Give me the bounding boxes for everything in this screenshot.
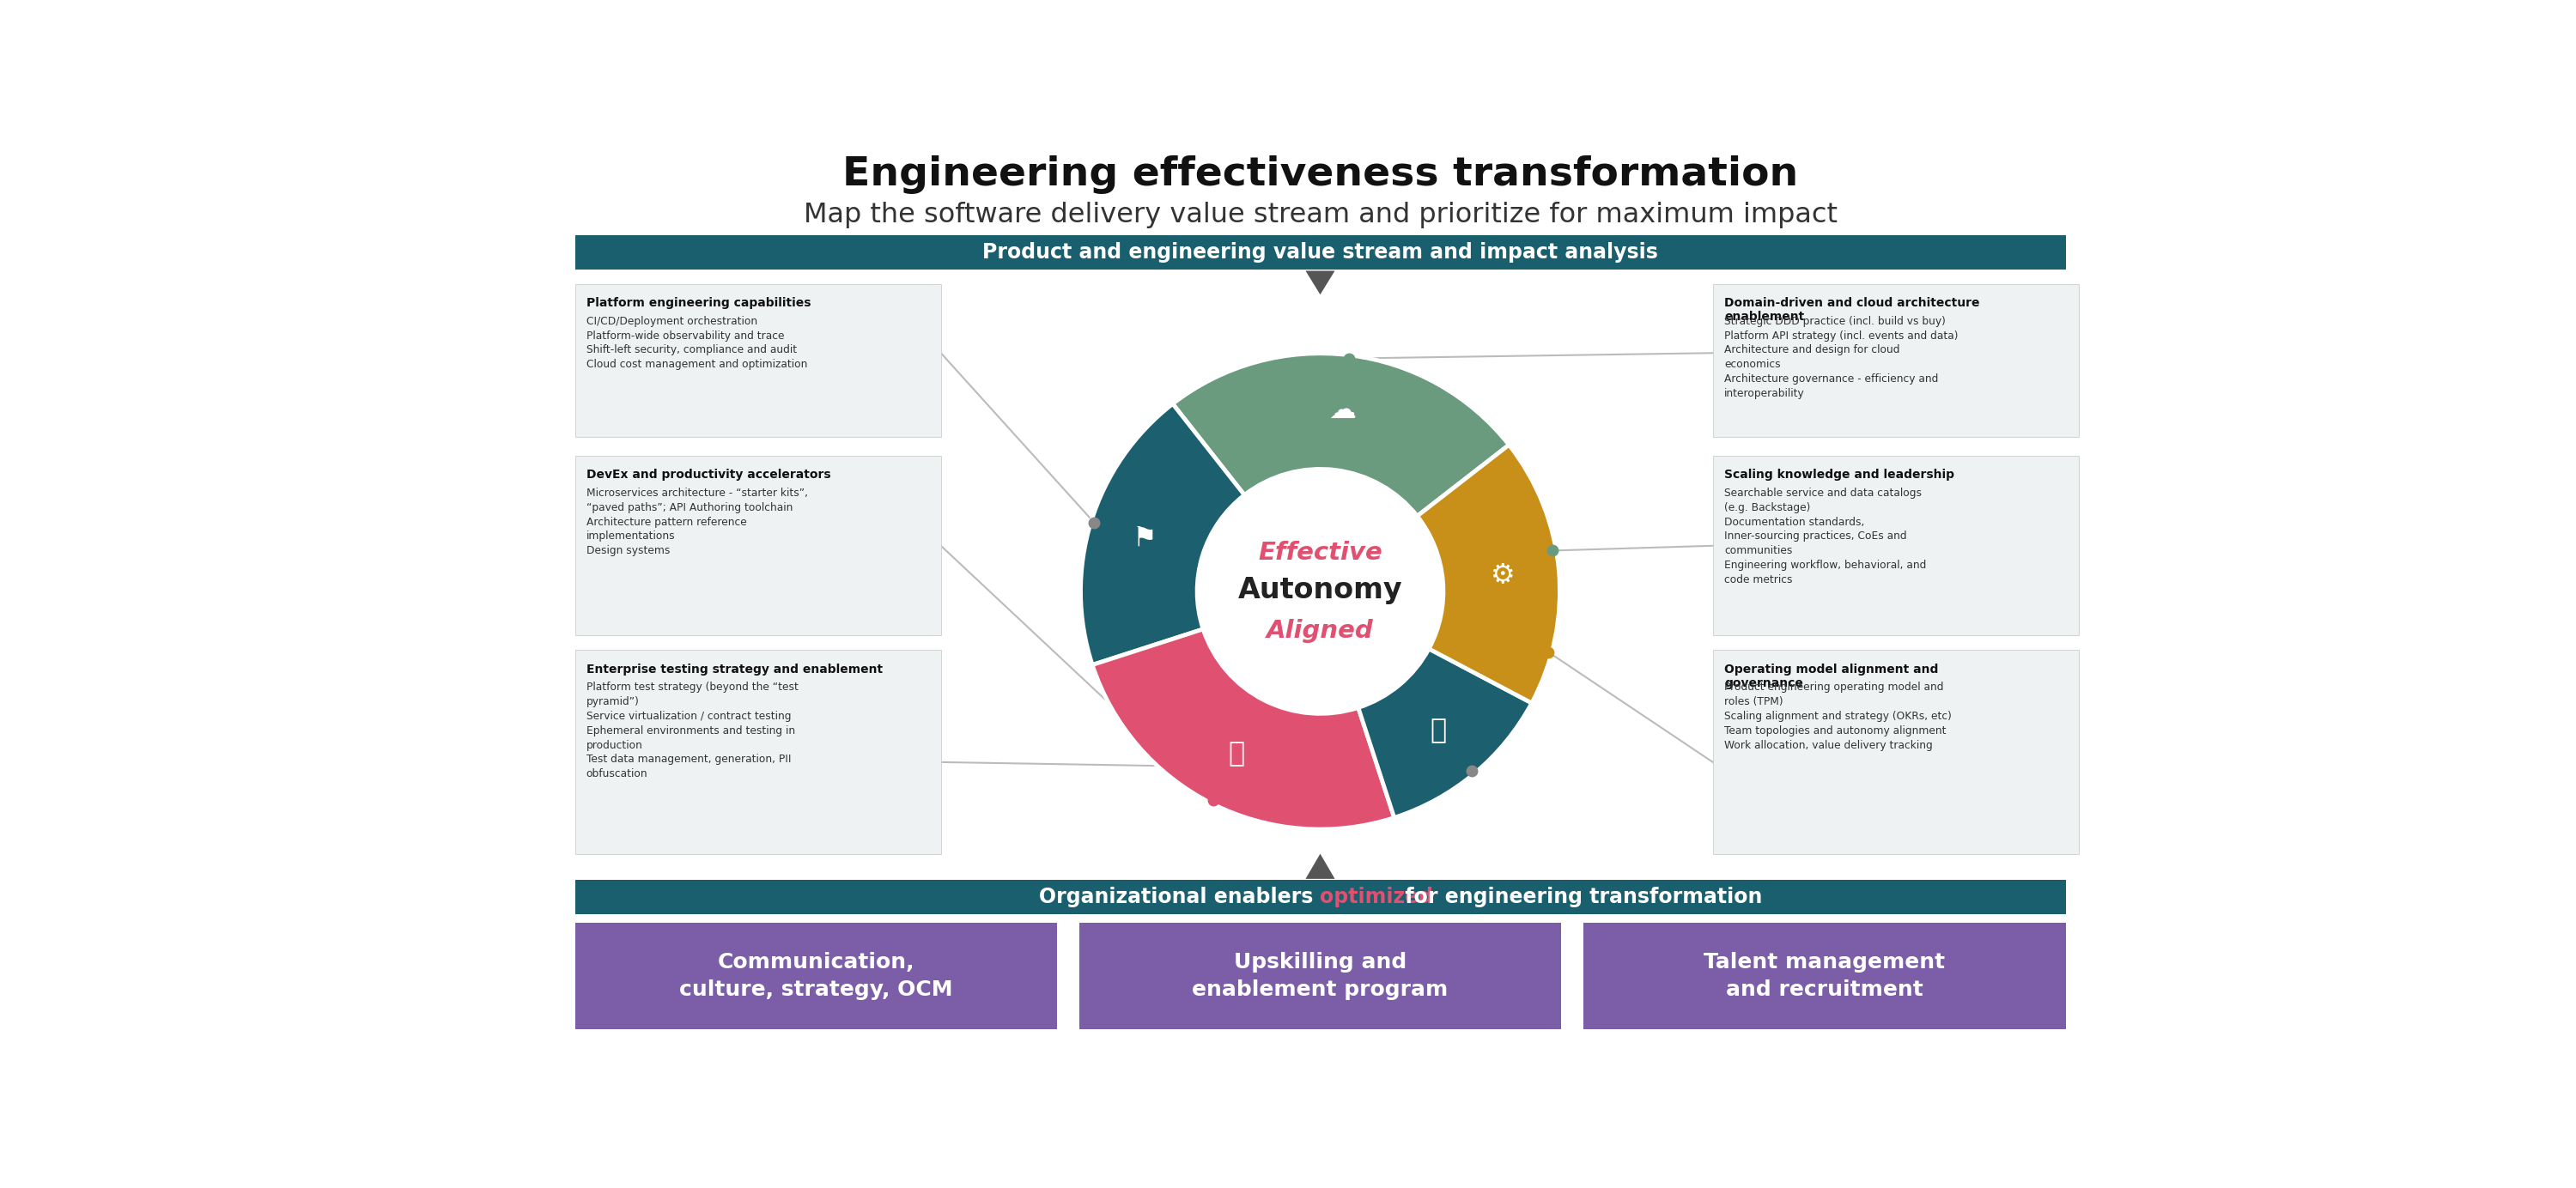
Text: Microservices architecture - “starter kits”,
“paved paths”; API Authoring toolch: Microservices architecture - “starter ki…	[587, 487, 809, 556]
Text: DevEx and productivity accelerators: DevEx and productivity accelerators	[587, 469, 829, 481]
FancyBboxPatch shape	[1713, 456, 2079, 636]
Text: Engineering effectiveness transformation: Engineering effectiveness transformation	[842, 156, 1798, 195]
FancyBboxPatch shape	[574, 880, 2066, 915]
Text: Enterprise testing strategy and enablement: Enterprise testing strategy and enableme…	[587, 663, 884, 676]
Text: Domain-driven and cloud architecture
enablement: Domain-driven and cloud architecture ena…	[1723, 297, 1978, 323]
Text: 👍: 👍	[1229, 740, 1244, 767]
Text: Operating model alignment and
governance: Operating model alignment and governance	[1723, 663, 1937, 689]
Text: Searchable service and data catalogs
(e.g. Backstage)
Documentation standards,
I: Searchable service and data catalogs (e.…	[1723, 487, 1927, 586]
Polygon shape	[1306, 271, 1334, 295]
Circle shape	[1200, 473, 1440, 710]
Text: Scaling knowledge and leadership: Scaling knowledge and leadership	[1723, 469, 1955, 481]
Text: optimized: optimized	[1319, 887, 1432, 908]
Wedge shape	[1417, 444, 1558, 703]
Wedge shape	[1358, 649, 1533, 817]
Text: for engineering transformation: for engineering transformation	[1399, 887, 1762, 908]
FancyBboxPatch shape	[1584, 923, 2066, 1030]
FancyBboxPatch shape	[1079, 923, 1561, 1030]
Text: Organizational enablers: Organizational enablers	[1038, 887, 1319, 908]
Text: Product engineering operating model and
roles (TPM)
Scaling alignment and strate: Product engineering operating model and …	[1723, 682, 1953, 751]
Wedge shape	[1172, 353, 1510, 516]
FancyBboxPatch shape	[1713, 650, 2079, 854]
Text: Autonomy: Autonomy	[1239, 576, 1401, 605]
Text: Platform test strategy (beyond the “test
pyramid”)
Service virtualization / cont: Platform test strategy (beyond the “test…	[587, 682, 799, 779]
Text: Platform engineering capabilities: Platform engineering capabilities	[587, 297, 811, 309]
FancyBboxPatch shape	[574, 235, 2066, 270]
Text: 🗂: 🗂	[1430, 718, 1448, 745]
Wedge shape	[1082, 404, 1244, 665]
Text: Map the software delivery value stream and prioritize for maximum impact: Map the software delivery value stream a…	[804, 201, 1837, 228]
Text: ⚑: ⚑	[1133, 525, 1157, 551]
Text: Aligned: Aligned	[1267, 619, 1373, 643]
Text: Product and engineering value stream and impact analysis: Product and engineering value stream and…	[981, 242, 1659, 263]
FancyBboxPatch shape	[574, 456, 940, 636]
Text: Communication,
culture, strategy, OCM: Communication, culture, strategy, OCM	[680, 952, 953, 1000]
Text: ☁: ☁	[1329, 397, 1358, 424]
Text: ⚙: ⚙	[1492, 562, 1515, 589]
Text: Talent management
and recruitment: Talent management and recruitment	[1703, 952, 1945, 1000]
FancyBboxPatch shape	[574, 284, 940, 437]
Text: Strategic DDD practice (incl. build vs buy)
Platform API strategy (incl. events : Strategic DDD practice (incl. build vs b…	[1723, 316, 1958, 399]
FancyBboxPatch shape	[574, 923, 1056, 1030]
Wedge shape	[1092, 630, 1394, 829]
Text: Upskilling and
enablement program: Upskilling and enablement program	[1193, 952, 1448, 1000]
FancyBboxPatch shape	[574, 650, 940, 854]
FancyBboxPatch shape	[1713, 284, 2079, 437]
Text: Effective: Effective	[1257, 541, 1383, 565]
Text: CI/CD/Deployment orchestration
Platform-wide observability and trace
Shift-left : CI/CD/Deployment orchestration Platform-…	[587, 316, 806, 371]
Polygon shape	[1306, 854, 1334, 879]
